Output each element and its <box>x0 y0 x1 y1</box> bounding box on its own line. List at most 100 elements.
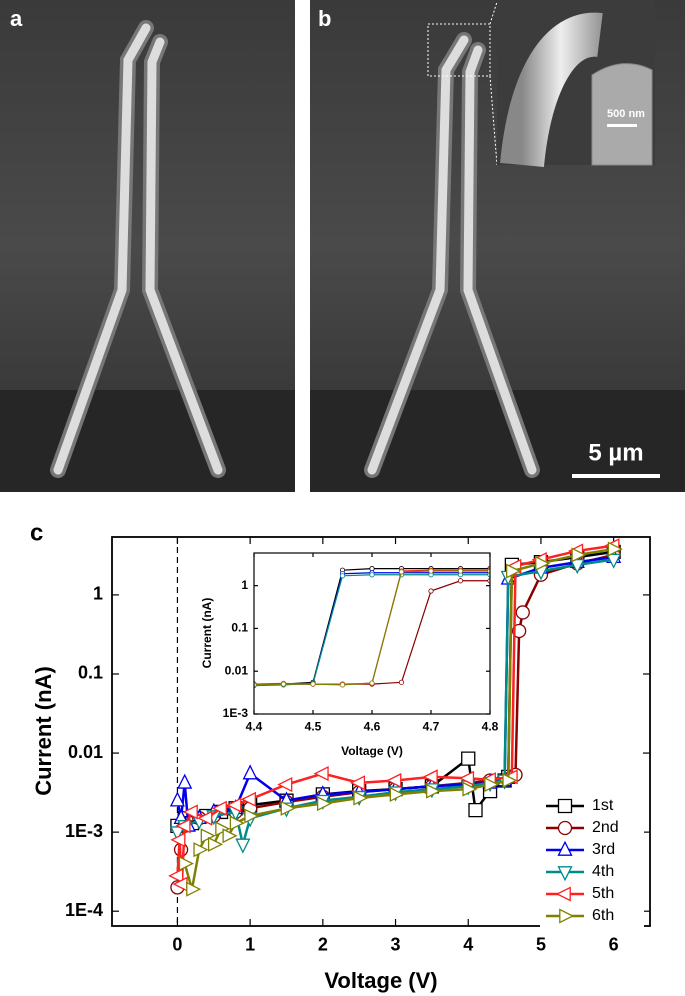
legend-marker <box>557 840 573 856</box>
nanowire-zoom <box>591 63 653 166</box>
marker <box>369 572 375 578</box>
marker <box>178 856 194 872</box>
plot-area <box>254 553 490 714</box>
marker <box>606 553 622 569</box>
marker <box>428 588 434 594</box>
y-axis-label: Current (nA) <box>31 666 56 796</box>
marker <box>502 772 518 789</box>
marker <box>186 881 202 897</box>
marker <box>313 766 329 782</box>
marker <box>240 791 256 807</box>
marker <box>200 828 216 844</box>
x-tick-label: 2 <box>318 935 328 955</box>
sem-panel-b: 500 nm 5 µm b <box>310 0 685 492</box>
legend-marker <box>557 798 573 814</box>
marker <box>316 795 333 812</box>
marker <box>389 786 405 802</box>
plots: 0 1 2 3 4 5 6 1E-4 1E-3 0.01 0.1 1 Voltage (V) Curren… <box>31 536 651 993</box>
nanowire-zoom <box>500 12 603 168</box>
marker <box>369 680 375 686</box>
marker <box>422 769 438 785</box>
marker <box>229 815 245 831</box>
marker <box>506 563 522 579</box>
nanowire <box>53 23 151 475</box>
marker <box>193 842 209 858</box>
marker <box>242 764 258 780</box>
marker <box>235 838 251 854</box>
x-tick-label: 4.7 <box>423 719 440 733</box>
marker <box>277 776 293 793</box>
marker <box>353 790 369 806</box>
x-tick-label: 3 <box>391 935 401 955</box>
marker <box>426 783 442 799</box>
marker <box>207 836 224 852</box>
legend-entry: 4th <box>546 863 614 882</box>
marker <box>462 781 478 797</box>
legend-label: 3rd <box>592 841 615 858</box>
marker <box>386 772 402 789</box>
legend-entry: 6th <box>546 907 614 924</box>
marker <box>175 818 191 834</box>
y-tick-label: 0.1 <box>231 621 248 635</box>
nanowire <box>145 37 223 475</box>
legend-entry: 5th <box>546 885 614 902</box>
marker <box>349 775 366 791</box>
marker <box>484 776 500 793</box>
y-tick-label: 0.01 <box>68 742 103 762</box>
y-tick-label: 1E-3 <box>223 706 249 720</box>
y-tick-label: 0.01 <box>225 663 249 677</box>
panel-label: b <box>318 6 331 31</box>
legend-marker <box>557 820 573 836</box>
x-axis-label: Voltage (V) <box>341 744 403 758</box>
marker <box>211 800 227 816</box>
legend-label: 5th <box>592 885 614 902</box>
y-tick-label: 1 <box>241 578 248 592</box>
x-tick-label: 6 <box>609 935 619 955</box>
x-tick-label: 4.4 <box>246 719 263 733</box>
zoom-box <box>427 23 491 77</box>
marker <box>607 541 623 557</box>
zoom-line <box>489 75 498 166</box>
y-tick-label: 1E-4 <box>65 900 103 920</box>
legend-label: 2nd <box>592 819 619 836</box>
marker <box>468 802 483 818</box>
marker <box>280 681 287 687</box>
nanowire <box>367 35 469 475</box>
nanowire <box>463 45 537 475</box>
sem-panel-a: a <box>0 0 295 492</box>
marker <box>222 828 238 844</box>
marker <box>458 770 475 786</box>
marker <box>169 826 185 842</box>
y-tick-label: 0.1 <box>78 663 103 683</box>
y-tick-label: 1 <box>93 584 103 604</box>
x-tick-label: 4.5 <box>305 719 322 733</box>
plot-frame <box>111 536 651 927</box>
marker <box>515 605 530 620</box>
legend-box <box>540 792 644 932</box>
marker <box>569 558 585 575</box>
marker <box>457 578 464 584</box>
legend-label: 4th <box>592 863 614 880</box>
x-tick-label: 4.8 <box>482 719 499 733</box>
x-tick-label: 4.6 <box>364 719 381 733</box>
series <box>254 568 490 688</box>
scale-label: 500 nm <box>607 108 645 120</box>
marker <box>461 751 476 766</box>
marker <box>168 868 184 884</box>
legend-entry: 3rd <box>546 840 615 858</box>
marker <box>535 555 551 571</box>
x-tick-label: 5 <box>536 935 546 955</box>
marker <box>226 797 242 813</box>
x-axis-label: Voltage (V) <box>324 968 437 993</box>
marker <box>339 573 346 579</box>
legend-marker <box>559 908 575 924</box>
scale-bar <box>572 474 660 478</box>
y-tick-label: 1E-3 <box>65 821 103 841</box>
scale-label: 5 µm <box>588 439 643 466</box>
legend-label: 6th <box>592 907 614 924</box>
marker <box>280 800 296 816</box>
marker <box>170 832 186 848</box>
legend-entry: 2nd <box>546 819 619 836</box>
panel-label: a <box>10 6 23 31</box>
